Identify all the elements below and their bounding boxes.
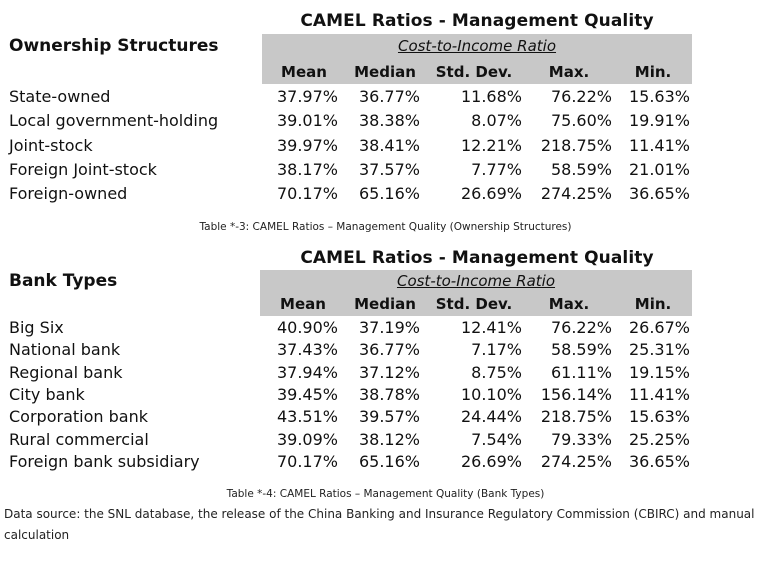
row-label: Foreign bank subsidiary — [9, 452, 200, 471]
cell-min: 26.67% — [628, 318, 690, 337]
cell-median: 65.16% — [358, 452, 420, 471]
cell-min: 11.41% — [628, 136, 690, 155]
cell-mean: 43.51% — [276, 407, 338, 426]
cell-mean: 40.90% — [276, 318, 338, 337]
cell-std-dev: 12.21% — [460, 136, 522, 155]
header-band — [262, 34, 692, 84]
cell-median: 37.12% — [358, 363, 420, 382]
column-header-mean: Mean — [281, 63, 327, 81]
cell-max: 58.59% — [550, 160, 612, 179]
metric-label: Cost-to-Income Ratio — [396, 272, 556, 290]
cell-max: 218.75% — [540, 136, 612, 155]
row-label: Joint-stock — [9, 136, 93, 155]
cell-median: 38.12% — [358, 430, 420, 449]
cell-std-dev: 26.69% — [460, 452, 522, 471]
row-label: Rural commercial — [9, 430, 149, 449]
cell-max: 274.25% — [540, 452, 612, 471]
cell-min: 15.63% — [628, 407, 690, 426]
cell-max: 274.25% — [540, 184, 612, 203]
table-heading: Ownership Structures — [9, 36, 219, 56]
cell-min: 36.65% — [628, 452, 690, 471]
column-header-min: Min. — [634, 295, 672, 313]
cell-mean: 37.43% — [276, 340, 338, 359]
cell-std-dev: 7.17% — [471, 340, 522, 359]
cell-mean: 70.17% — [276, 184, 338, 203]
cell-min: 11.41% — [628, 385, 690, 404]
table-title: CAMEL Ratios - Management Quality — [300, 248, 654, 268]
column-header-std-dev: Std. Dev. — [435, 295, 513, 313]
cell-std-dev: 7.54% — [471, 430, 522, 449]
cell-std-dev: 8.07% — [471, 111, 522, 130]
cell-median: 38.41% — [358, 136, 420, 155]
table-title: CAMEL Ratios - Management Quality — [300, 11, 654, 31]
cell-max: 218.75% — [540, 407, 612, 426]
cell-min: 25.31% — [628, 340, 690, 359]
cell-std-dev: 10.10% — [460, 385, 522, 404]
table-caption: Table *-3: CAMEL Ratios – Management Qua… — [199, 221, 572, 233]
column-header-median: Median — [354, 63, 416, 81]
cell-std-dev: 11.68% — [460, 87, 522, 106]
column-header-mean: Mean — [280, 295, 326, 313]
cell-median: 36.77% — [358, 340, 420, 359]
cell-median: 38.38% — [358, 111, 420, 130]
column-header-max: Max. — [548, 295, 590, 313]
cell-std-dev: 24.44% — [460, 407, 522, 426]
row-label: Foreign Joint-stock — [9, 160, 157, 179]
row-label: Big Six — [9, 318, 64, 337]
cell-median: 37.19% — [358, 318, 420, 337]
cell-min: 36.65% — [628, 184, 690, 203]
cell-max: 61.11% — [550, 363, 612, 382]
cell-mean: 39.01% — [276, 111, 338, 130]
cell-min: 19.91% — [628, 111, 690, 130]
table-caption: Table *-4: CAMEL Ratios – Management Qua… — [226, 488, 545, 500]
row-label: Foreign-owned — [9, 184, 128, 203]
cell-mean: 70.17% — [276, 452, 338, 471]
cell-mean: 38.17% — [276, 160, 338, 179]
cell-min: 15.63% — [628, 87, 690, 106]
row-label: Regional bank — [9, 363, 123, 382]
column-header-max: Max. — [548, 63, 590, 81]
cell-min: 21.01% — [628, 160, 690, 179]
data-source-note: Data source: the SNL database, the relea… — [4, 507, 755, 542]
row-label: Local government-holding — [9, 111, 219, 130]
cell-median: 36.77% — [358, 87, 420, 106]
column-header-median: Median — [354, 295, 416, 313]
table-heading: Bank Types — [9, 271, 118, 291]
cell-max: 75.60% — [550, 111, 612, 130]
cell-median: 38.78% — [358, 385, 420, 404]
cell-min: 19.15% — [628, 363, 690, 382]
cell-std-dev: 7.77% — [471, 160, 522, 179]
cell-median: 37.57% — [358, 160, 420, 179]
row-label: City bank — [9, 385, 85, 404]
cell-min: 25.25% — [628, 430, 690, 449]
cell-max: 76.22% — [550, 87, 612, 106]
metric-label: Cost-to-Income Ratio — [397, 37, 557, 55]
column-header-std-dev: Std. Dev. — [435, 63, 513, 81]
cell-mean: 37.97% — [276, 87, 338, 106]
cell-median: 65.16% — [358, 184, 420, 203]
cell-std-dev: 8.75% — [471, 363, 522, 382]
cell-max: 156.14% — [540, 385, 612, 404]
cell-mean: 39.97% — [276, 136, 338, 155]
cell-median: 39.57% — [358, 407, 420, 426]
cell-mean: 37.94% — [276, 363, 338, 382]
row-label: Corporation bank — [9, 407, 148, 426]
row-label: National bank — [9, 340, 121, 359]
header-band — [260, 270, 692, 316]
cell-std-dev: 12.41% — [460, 318, 522, 337]
cell-std-dev: 26.69% — [460, 184, 522, 203]
row-label: State-owned — [9, 87, 111, 106]
cell-max: 58.59% — [550, 340, 612, 359]
column-header-min: Min. — [634, 63, 672, 81]
cell-mean: 39.09% — [276, 430, 338, 449]
cell-max: 79.33% — [550, 430, 612, 449]
cell-max: 76.22% — [550, 318, 612, 337]
cell-mean: 39.45% — [276, 385, 338, 404]
